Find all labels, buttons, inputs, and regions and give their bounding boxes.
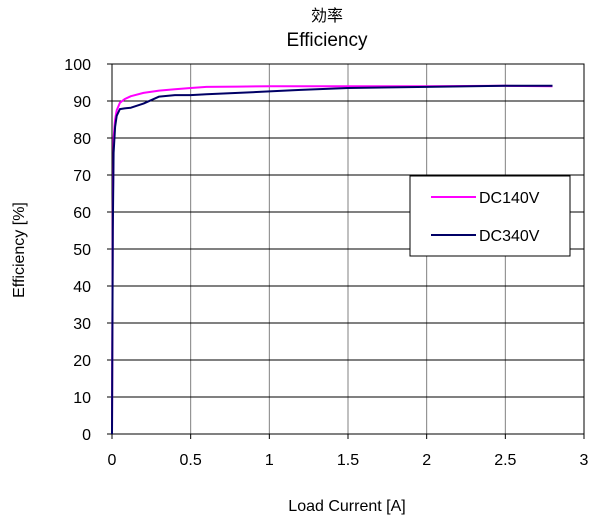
x-tick-label: 1 <box>265 452 274 469</box>
legend-label-dc140v: DC140V <box>479 190 540 207</box>
y-tick-label: 80 <box>73 131 91 148</box>
y-tick-label: 50 <box>73 242 91 259</box>
chart-title-ja: 効率 <box>311 7 343 25</box>
x-tick-label: 1.5 <box>337 452 359 469</box>
y-tick-label: 100 <box>64 57 91 74</box>
series-lines <box>111 84 553 435</box>
x-tick-label: 2.5 <box>494 452 516 469</box>
y-tick-label: 30 <box>73 316 91 333</box>
legend-box <box>409 175 571 257</box>
legend-label-dc340v: DC340V <box>479 228 540 245</box>
x-tick-label: 0.5 <box>180 452 202 469</box>
series-line-dc340v <box>111 84 553 435</box>
y-tick-label: 0 <box>82 427 91 444</box>
x-tick-label: 0 <box>108 452 117 469</box>
y-tick-label: 40 <box>73 279 91 296</box>
y-tick-label: 90 <box>73 94 91 111</box>
x-tick-label: 3 <box>580 452 589 469</box>
chart-title: Efficiency <box>287 30 368 51</box>
x-axis-label: Load Current [A] <box>288 498 405 515</box>
y-axis-label: Efficiency [%] <box>11 202 28 298</box>
x-tick-label: 2 <box>422 452 431 469</box>
legend: DC140V DC340V <box>409 175 571 257</box>
series-line-dc140v <box>111 84 553 435</box>
y-tick-label: 20 <box>73 353 91 370</box>
y-tick-label: 10 <box>73 390 91 407</box>
y-tick-label: 60 <box>73 205 91 222</box>
y-tick-label: 70 <box>73 168 91 185</box>
